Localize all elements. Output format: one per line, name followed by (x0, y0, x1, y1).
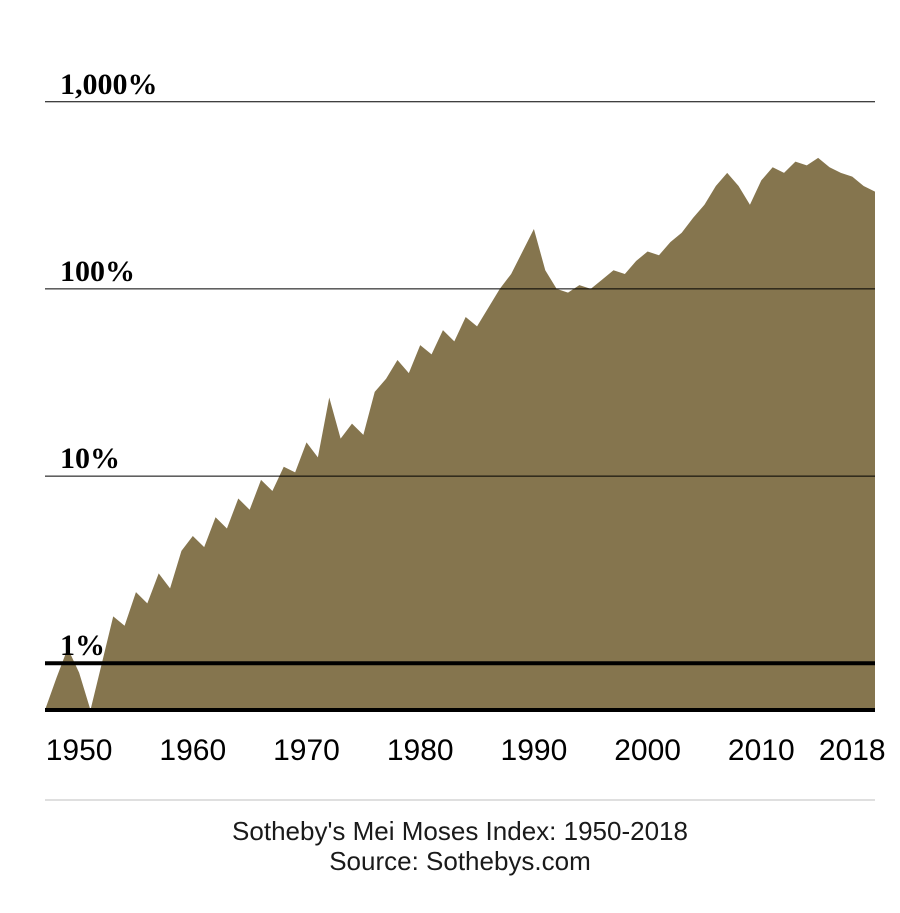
y-axis-label: 1% (60, 629, 105, 662)
x-axis-label: 1970 (273, 734, 340, 767)
x-axis-label: 1950 (46, 734, 113, 767)
mei-moses-index-chart: 1% 10% 100% 1,000% 1950 1960 1970 1980 1990 2000 2… (0, 0, 900, 913)
chart-caption-line1: Sotheby's Mei Moses Index: 1950-2018 (232, 816, 688, 846)
y-axis-label: 1,000% (60, 68, 158, 101)
x-axis-label: 1980 (387, 734, 454, 767)
x-axis-label: 2018 (819, 734, 886, 767)
y-axis-label: 10% (60, 442, 120, 475)
chart-svg: 1% 10% 100% 1,000% 1950 1960 1970 1980 1990 2000 2… (0, 0, 900, 913)
x-axis-label: 1960 (159, 734, 226, 767)
chart-caption-line2: Source: Sothebys.com (329, 846, 591, 876)
area-series (45, 158, 875, 710)
y-axis-label: 100% (60, 255, 135, 288)
x-axis-label: 2010 (728, 734, 795, 767)
x-axis-label: 1990 (501, 734, 568, 767)
x-axis-label: 2000 (614, 734, 681, 767)
